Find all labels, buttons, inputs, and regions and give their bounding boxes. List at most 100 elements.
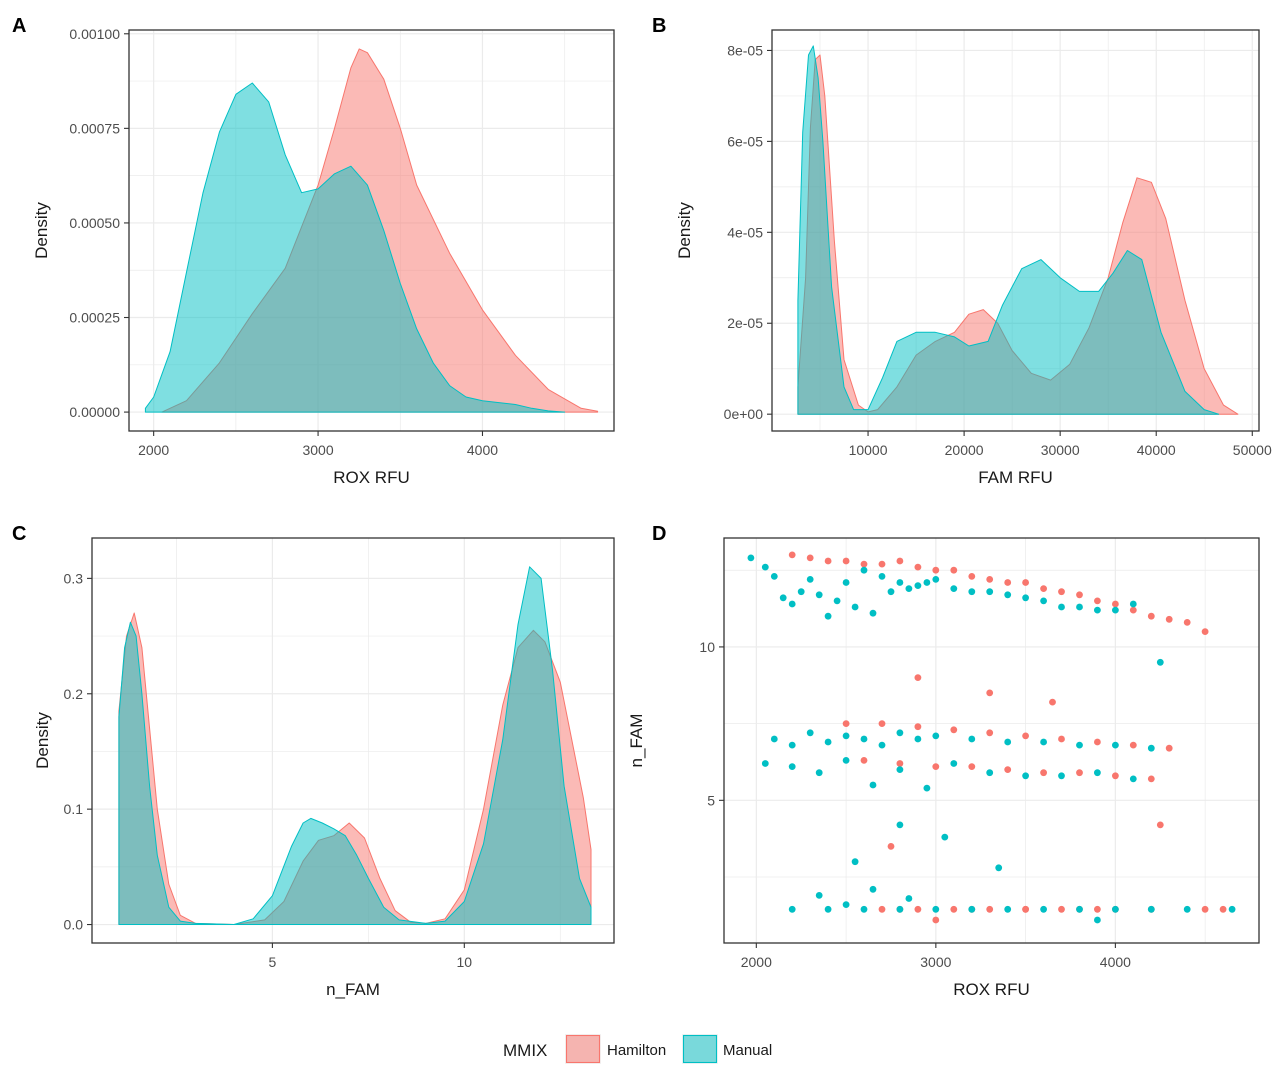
scatter-point: [1183, 905, 1191, 913]
scatter-point: [932, 905, 940, 913]
y-axis-title: Density: [675, 202, 694, 259]
scatter-point: [968, 905, 976, 913]
scatter-point: [842, 557, 850, 565]
y-tick-label: 0.00050: [69, 215, 120, 231]
y-tick-label: 0.2: [64, 686, 84, 702]
y-tick-label: 0.00075: [69, 120, 120, 136]
scatter-point: [887, 588, 895, 596]
scatter-point: [941, 833, 949, 841]
scatter-point: [950, 726, 958, 734]
scatter-point: [1004, 591, 1012, 599]
legend-item-hamilton: Hamilton: [565, 1034, 666, 1064]
y-tick-label: 0.0: [64, 917, 84, 933]
scatter-point: [1112, 606, 1119, 614]
panel-label: D: [652, 523, 666, 545]
scatter-point: [878, 905, 886, 913]
scatter-point: [770, 735, 778, 743]
scatter-point: [968, 763, 976, 770]
scatter-series-manual: [747, 554, 1236, 924]
scatter-point: [833, 597, 841, 605]
x-tick-label: 2000: [741, 954, 772, 970]
scatter-point: [878, 560, 886, 568]
scatter-point: [869, 609, 877, 617]
scatter-point: [869, 885, 877, 893]
scatter-point: [1112, 600, 1119, 608]
scatter-point: [986, 729, 994, 737]
scatter-point: [896, 557, 904, 565]
scatter-point: [932, 576, 940, 583]
x-tick-label: 30000: [1041, 442, 1080, 458]
data-layer: [747, 551, 1236, 924]
scatter-point: [1022, 905, 1029, 913]
scatter-point: [1076, 741, 1083, 749]
scatter-point: [1058, 588, 1065, 596]
scatter-point: [761, 760, 769, 767]
scatter-point: [950, 905, 958, 913]
x-axis-title: FAM RFU: [978, 468, 1053, 487]
y-tick-label: 10: [699, 639, 715, 655]
scatter-point: [860, 757, 868, 764]
y-tick-label: 0.00000: [69, 404, 120, 420]
scatter-point: [1156, 821, 1164, 829]
panel-border: [723, 537, 1260, 944]
y-axis-title: n_FAM: [627, 714, 646, 768]
scatter-point: [1112, 741, 1119, 749]
panel-d: 2000 3000 4000 5 10 ROX RFU n_FAM D: [627, 523, 1260, 999]
y-tick-label: 0.00100: [69, 26, 120, 42]
scatter-point: [1022, 579, 1029, 586]
scatter-point: [842, 579, 850, 586]
scatter-point: [896, 729, 904, 737]
scatter-point: [824, 557, 832, 565]
scatter-point: [788, 600, 796, 608]
scatter-point: [986, 689, 994, 697]
x-tick-label: 4000: [467, 442, 498, 458]
scatter-point: [1022, 772, 1029, 780]
scatter-point: [1147, 775, 1155, 783]
scatter-point: [1094, 916, 1101, 924]
scatter-point: [1076, 769, 1083, 777]
scatter-point: [1058, 772, 1065, 780]
legend-item-label: Hamilton: [607, 1042, 666, 1059]
scatter-point: [1094, 769, 1101, 777]
scatter-point: [932, 566, 940, 574]
scatter-point: [851, 858, 859, 866]
y-tick-label: 6e-05: [727, 133, 763, 149]
scatter-point: [1129, 741, 1137, 749]
scatter-point: [747, 554, 755, 562]
scatter-point: [860, 735, 868, 743]
legend-item-label: Manual: [723, 1042, 772, 1059]
density-area-manual: [797, 45, 1220, 415]
scatter-point: [860, 560, 868, 568]
panel-label: C: [12, 523, 26, 545]
scatter-point: [842, 720, 850, 727]
scatter-point: [788, 741, 796, 749]
scatter-point: [896, 579, 904, 586]
scatter-point: [914, 735, 922, 743]
scatter-point: [1049, 698, 1056, 706]
plot-background: [724, 538, 1259, 943]
y-tick-label: 2e-05: [727, 315, 763, 331]
scatter-point: [878, 573, 886, 580]
y-tick-label: 8e-05: [727, 42, 763, 58]
x-tick-label: 50000: [1233, 442, 1272, 458]
scatter-point: [1129, 775, 1137, 783]
x-tick-label: 40000: [1137, 442, 1176, 458]
scatter-point: [932, 732, 940, 740]
scatter-point: [1201, 628, 1209, 635]
scatter-point: [887, 843, 895, 850]
y-tick-label: 0.00025: [69, 310, 120, 326]
scatter-point: [806, 576, 814, 583]
panel-label: B: [652, 15, 666, 37]
scatter-point: [1147, 612, 1155, 620]
panel-c: 5 10 0.0 0.1 0.2 0.3 n_FAM Density C: [12, 523, 615, 999]
scatter-point: [986, 576, 994, 583]
grid-lines: [724, 538, 1259, 943]
scatter-point: [1022, 732, 1029, 740]
panel-label: A: [12, 15, 26, 37]
scatter-point: [851, 603, 859, 611]
legend-item-manual: Manual: [682, 1034, 772, 1064]
scatter-point: [1219, 905, 1227, 913]
panel-border: [771, 29, 1260, 432]
y-tick-label: 4e-05: [727, 224, 763, 240]
scatter-point: [905, 585, 913, 592]
